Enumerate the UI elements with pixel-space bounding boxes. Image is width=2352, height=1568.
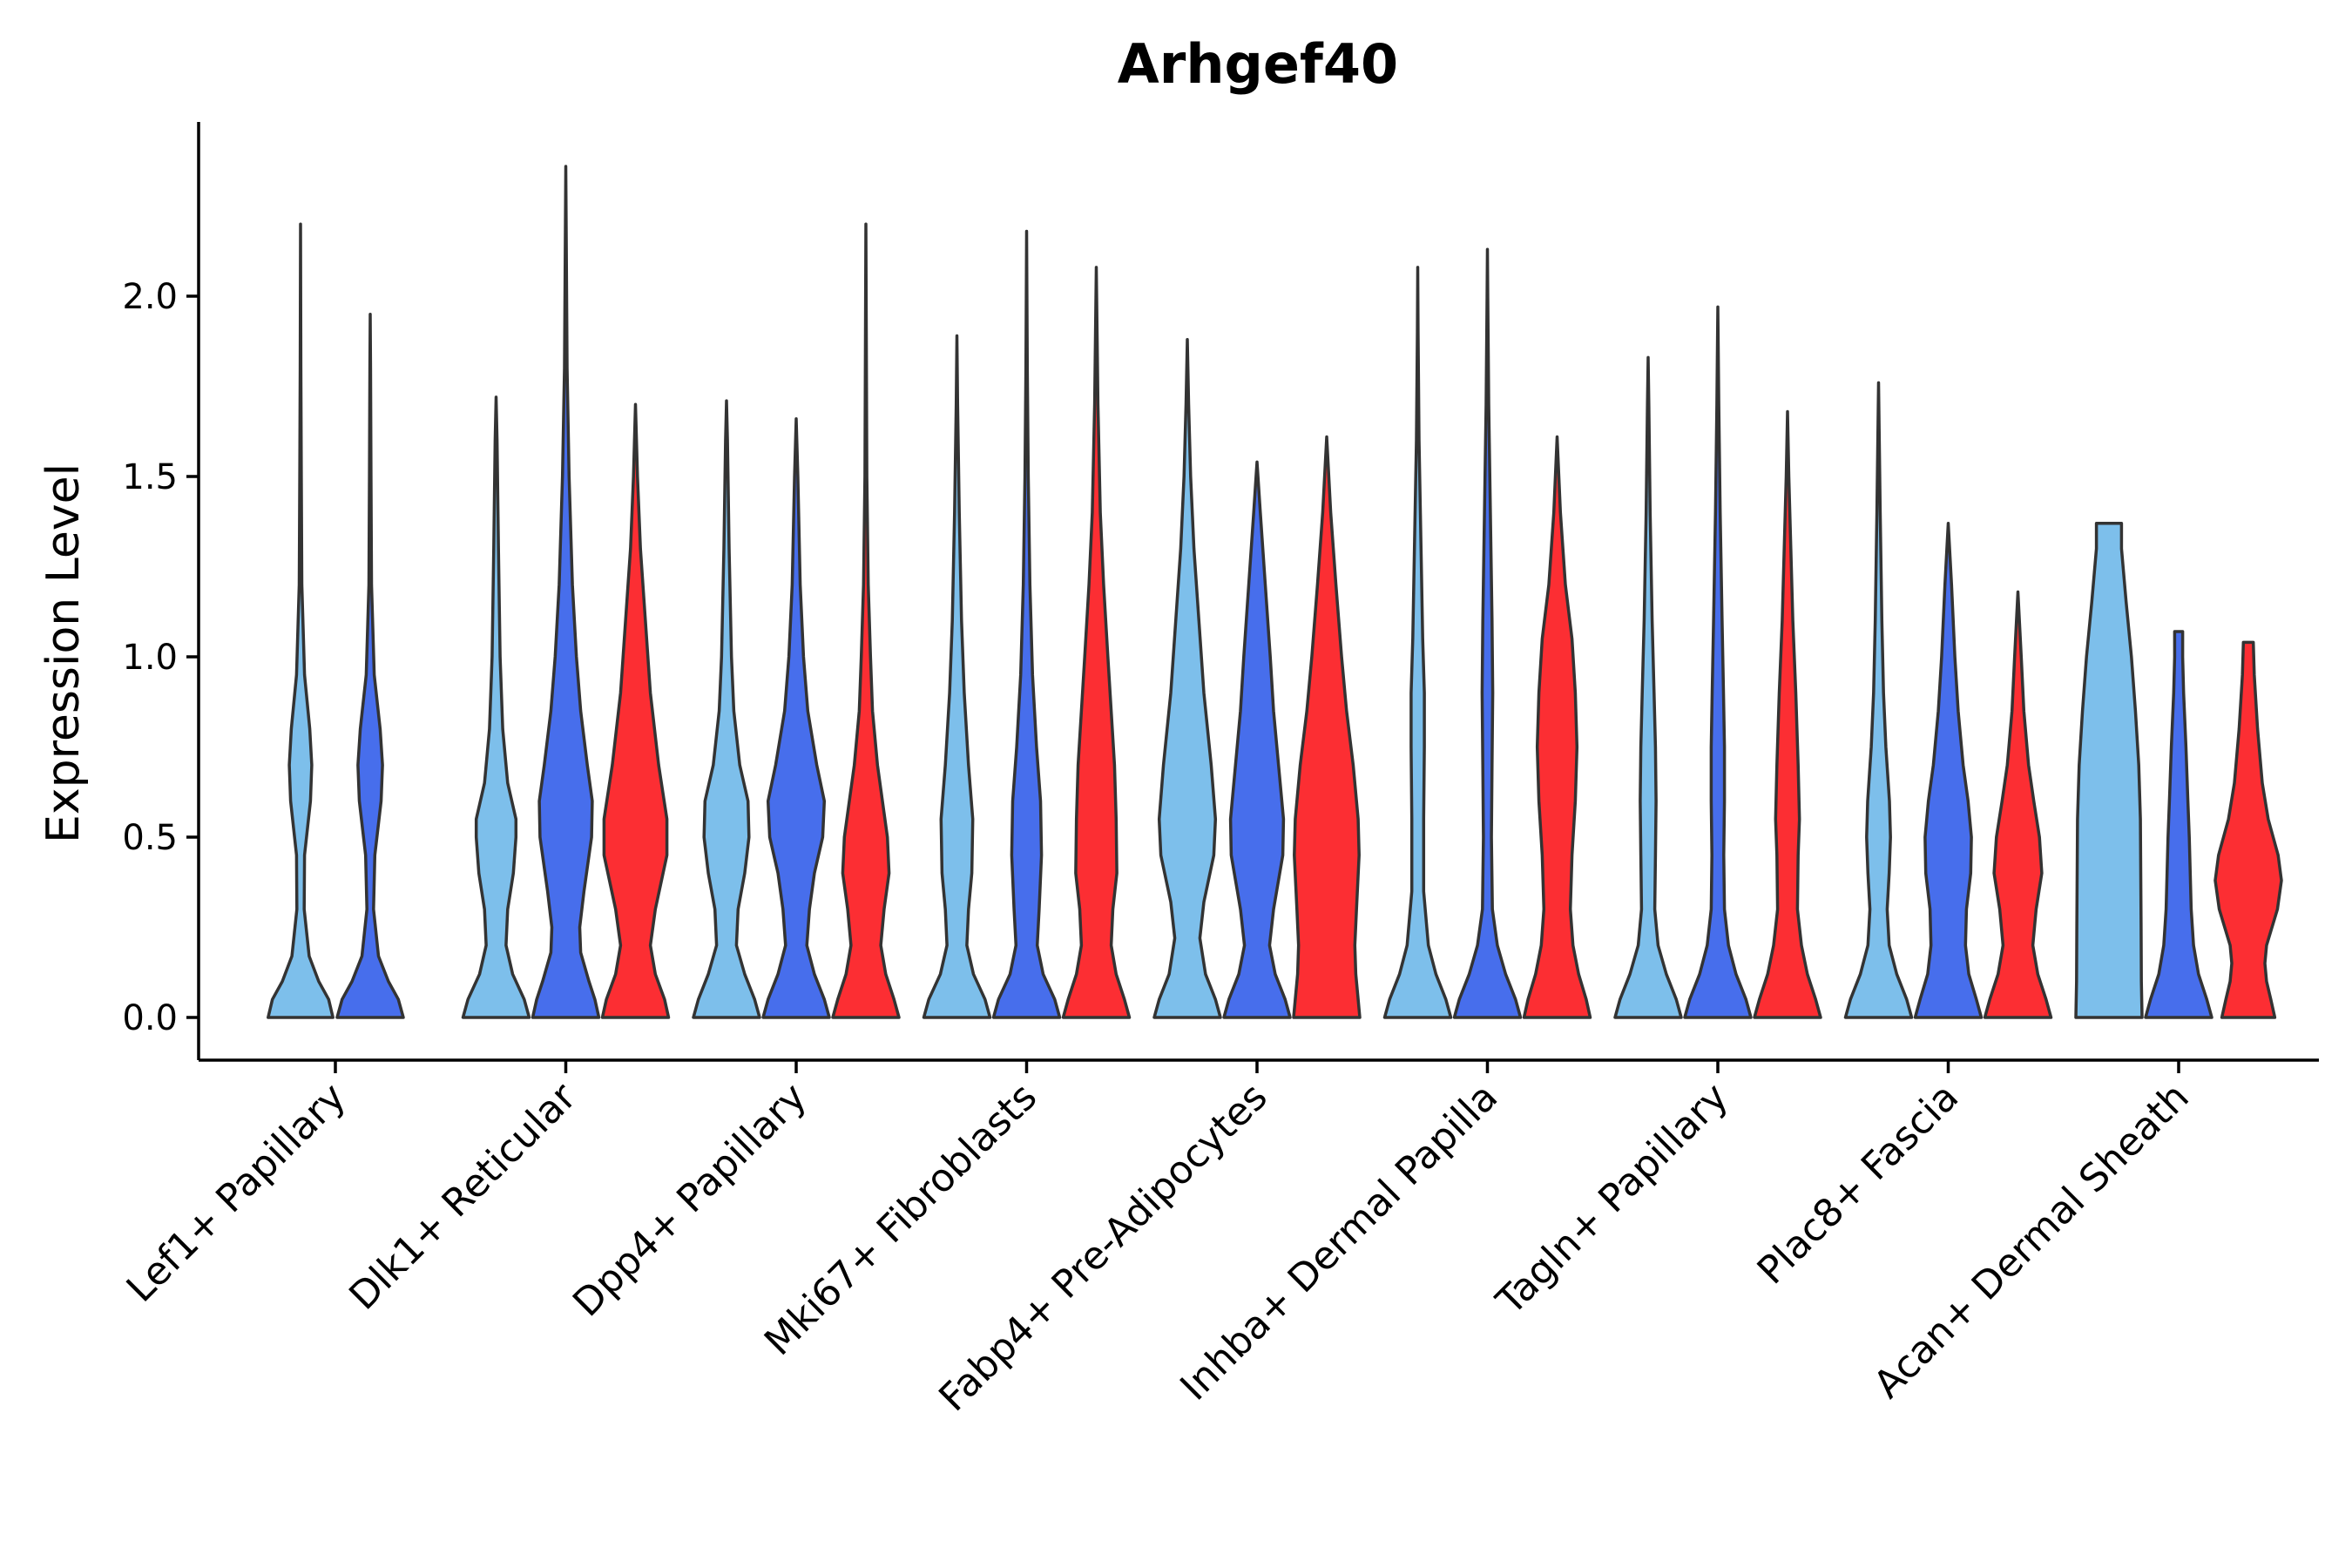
violin-blue (335, 312, 405, 1019)
x-tick-label: Dpp4+ Papillary (564, 1075, 815, 1326)
y-tick-label: 2.0 (122, 277, 178, 317)
violin-blue (1683, 305, 1753, 1019)
violin-red (1292, 435, 1362, 1019)
violin-light_blue (1843, 381, 1914, 1019)
violin-red (1753, 409, 1822, 1019)
violin-blue (1222, 460, 1292, 1019)
y-axis-ticks: 0.0 0.5 1.0 1.5 2.0 (122, 277, 199, 1038)
violin-red (831, 222, 901, 1019)
violin-blue (2144, 630, 2213, 1019)
violin-light_blue (461, 395, 531, 1019)
violin-red (600, 402, 671, 1019)
violin-blue (531, 165, 601, 1019)
x-tick-label: Tagln+ Papillary (1488, 1075, 1737, 1324)
y-tick-label: 1.5 (122, 457, 178, 497)
y-tick-label: 0.0 (122, 998, 178, 1038)
y-axis-label: Expression Level (37, 463, 90, 843)
violin-red (1061, 266, 1132, 1019)
x-tick-label: Lef1+ Papillary (118, 1075, 355, 1311)
y-tick-label: 1.0 (122, 638, 178, 678)
violin-blue (991, 229, 1062, 1019)
x-tick-label: Dlk1+ Reticular (341, 1074, 585, 1319)
violin-light_blue (267, 222, 335, 1019)
violin-light_blue (1152, 337, 1222, 1019)
y-tick-label: 0.5 (122, 818, 178, 858)
violin-light_blue (1382, 266, 1453, 1019)
violin-red (1983, 590, 2053, 1019)
violin-light_blue (692, 399, 761, 1019)
violins-layer (267, 165, 2283, 1019)
violin-red (2213, 640, 2283, 1019)
violin-red (1522, 435, 1592, 1019)
violin-blue (761, 417, 831, 1019)
violin-blue (1452, 247, 1523, 1019)
violin-blue (1913, 522, 1984, 1019)
violin-light_blue (1613, 355, 1683, 1019)
violin-light_blue (922, 334, 992, 1019)
chart-title: Arhgef40 (1118, 32, 1398, 96)
violin-light_blue (2074, 522, 2144, 1019)
x-tick-label: Plac8+ Fascia (1749, 1075, 1968, 1294)
